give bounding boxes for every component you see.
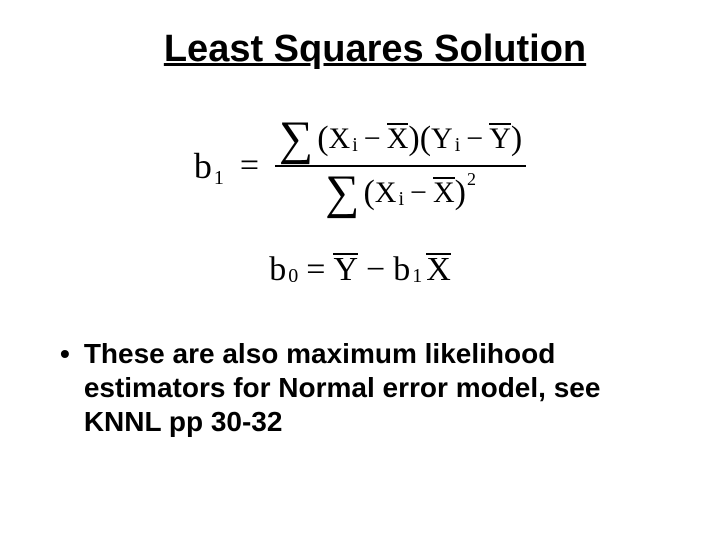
Ybar-term: Y [489, 122, 511, 156]
b1-sub: 1 [214, 167, 224, 190]
rparen: ) [511, 120, 522, 158]
rparen: ) [408, 120, 419, 158]
Xi-term: Xi [329, 122, 358, 156]
Yi-term: Yi [431, 122, 460, 156]
minus-op: − [366, 251, 385, 289]
sigma-icon: ∑ [279, 115, 313, 163]
b1-numerator: ∑ ( Xi − X ) ( Yi − Y ) [275, 113, 526, 165]
Xi-var: X [375, 176, 397, 210]
b1-denominator: ∑ ( Xi − X ) 2 [321, 167, 480, 219]
bullet-item: • These are also maximum likelihood esti… [50, 337, 670, 439]
slide-title: Least Squares Solution [50, 28, 670, 71]
squared-sup: 2 [467, 169, 476, 190]
b1-var: b [194, 145, 212, 187]
Xi-sub: i [398, 188, 404, 211]
lparen: ( [317, 120, 328, 158]
rparen: ) [455, 174, 466, 212]
b1-coef-sub: 1 [412, 265, 422, 288]
minus-op: − [410, 176, 427, 210]
bullet-marker-icon: • [60, 337, 70, 371]
Xi-term: Xi [375, 176, 404, 210]
formula-region: b1 = ∑ ( Xi − X ) ( Yi − [50, 113, 670, 289]
Ybar-term: Y [333, 251, 358, 289]
Xbar-term: X [387, 122, 409, 156]
slide: Least Squares Solution b1 = ∑ ( Xi − X )… [0, 0, 720, 540]
b1-coef: b [393, 251, 410, 289]
sigma-icon: ∑ [325, 169, 359, 217]
Yi-sub: i [455, 134, 461, 157]
b0-sub: 0 [288, 265, 298, 288]
b0-var: b [269, 251, 286, 289]
b1-eq: = [240, 147, 259, 185]
lparen: ( [420, 120, 431, 158]
Xbar-term: X [426, 251, 451, 289]
b1-lhs: b1 [194, 145, 224, 187]
Xi-sub: i [352, 134, 358, 157]
minus-op: − [466, 122, 483, 156]
Xi-var: X [329, 122, 351, 156]
lparen: ( [363, 174, 374, 212]
formula-b1: b1 = ∑ ( Xi − X ) ( Yi − [194, 113, 526, 219]
formula-b0: b0 = Y − b1 X [269, 251, 451, 289]
Xbar-term: X [433, 176, 455, 210]
Yi-var: Y [431, 122, 453, 156]
b0-eq: = [306, 251, 325, 289]
b1-fraction: ∑ ( Xi − X ) ( Yi − Y ) [275, 113, 526, 219]
bullet-text: These are also maximum likelihood estima… [84, 337, 650, 439]
minus-op: − [364, 122, 381, 156]
